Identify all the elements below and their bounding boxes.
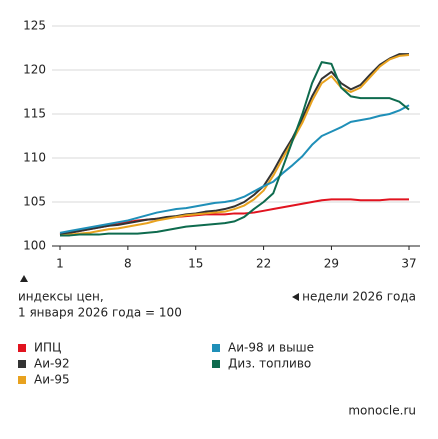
x-axis-arrow <box>292 293 299 301</box>
legend-label: Аи-95 <box>34 373 70 387</box>
y-tick-label: 105 <box>23 195 46 209</box>
y-tick-label: 110 <box>23 151 46 165</box>
series-line <box>59 53 409 236</box>
legend-swatch <box>212 344 220 352</box>
series-line <box>59 104 410 234</box>
legend-label: Аи-98 и выше <box>228 341 314 355</box>
y-tick-label: 125 <box>23 19 46 33</box>
legend-label: Диз. топливо <box>228 357 311 371</box>
legend-swatch <box>18 360 26 368</box>
legend-swatch <box>18 376 26 384</box>
series-line <box>59 54 410 237</box>
y-tick-label: 100 <box>23 239 46 253</box>
y-tick-label: 120 <box>23 63 46 77</box>
x-tick-label: 8 <box>124 257 132 271</box>
y-axis-label: индексы цен, <box>18 290 104 304</box>
y-axis-arrow <box>20 275 28 282</box>
x-axis-label: недели 2026 года <box>302 290 416 304</box>
y-tick-label: 115 <box>23 107 46 121</box>
x-tick-label: 37 <box>401 257 416 271</box>
x-tick-label: 22 <box>256 257 271 271</box>
legend-label: ИПЦ <box>34 341 61 355</box>
legend-swatch <box>212 360 220 368</box>
x-tick-label: 29 <box>324 257 339 271</box>
y-axis-label: 1 января 2026 года = 100 <box>18 306 182 320</box>
source: monocle.ru <box>348 404 416 418</box>
legend-swatch <box>18 344 26 352</box>
series-line <box>60 61 410 237</box>
x-tick-label: 1 <box>56 257 64 271</box>
legend-label: Аи-92 <box>34 357 70 371</box>
x-tick-label: 15 <box>188 257 203 271</box>
